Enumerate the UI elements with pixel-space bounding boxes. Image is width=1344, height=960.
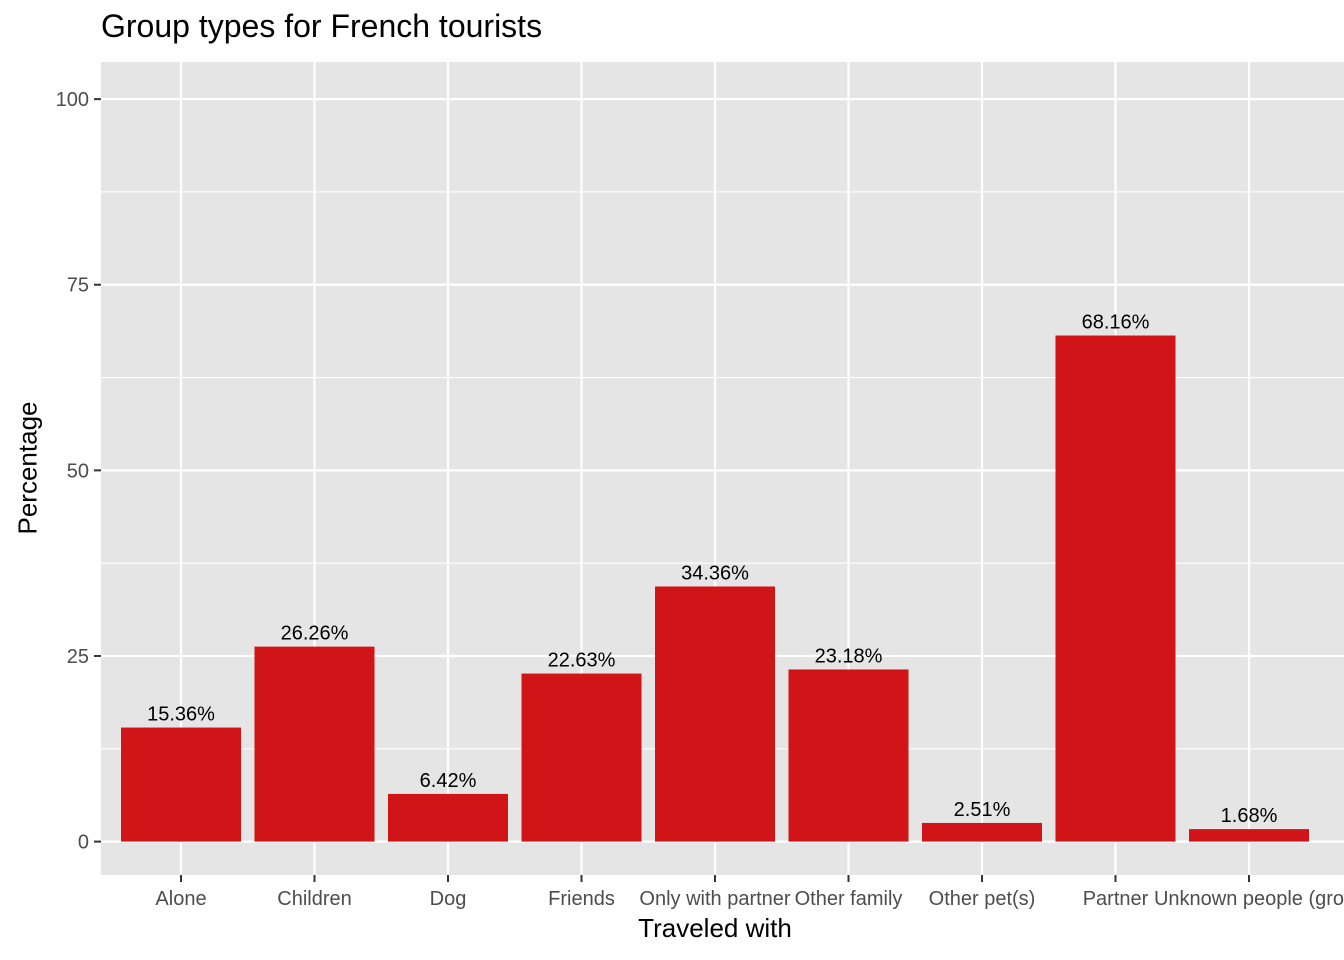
bar bbox=[922, 822, 1042, 842]
bar bbox=[121, 727, 241, 842]
bar bbox=[1189, 829, 1309, 842]
data-label: 26.26% bbox=[281, 623, 349, 645]
y-tick-label: 50 bbox=[67, 460, 89, 482]
y-tick-label: 75 bbox=[67, 275, 89, 297]
x-tick-label: Unknown people (gro bbox=[1154, 888, 1344, 910]
bar bbox=[788, 669, 909, 842]
x-tick-label: Friends bbox=[548, 888, 615, 910]
x-tick-label: Dog bbox=[430, 888, 467, 910]
bar bbox=[388, 793, 508, 842]
y-axis-title: Percentage bbox=[12, 401, 43, 535]
data-label: 15.36% bbox=[147, 704, 215, 726]
x-tick-label: Children bbox=[277, 888, 351, 910]
bar bbox=[655, 586, 775, 842]
x-tick-label: Other family bbox=[795, 888, 903, 910]
bar bbox=[254, 646, 375, 842]
x-tick-label: Partner bbox=[1083, 888, 1149, 910]
y-tick-label: 25 bbox=[67, 646, 89, 668]
data-label: 34.36% bbox=[681, 562, 749, 584]
x-tick-label: Alone bbox=[155, 888, 206, 910]
x-tick-label: Only with partner bbox=[639, 888, 791, 910]
bar bbox=[1055, 335, 1176, 842]
chart-title: Group types for French tourists bbox=[101, 8, 543, 44]
x-tick-label: Other pet(s) bbox=[929, 888, 1036, 910]
data-label: 6.42% bbox=[420, 770, 477, 792]
bar bbox=[521, 673, 642, 842]
y-tick-label: 0 bbox=[78, 832, 89, 854]
y-tick-label: 100 bbox=[56, 89, 89, 111]
data-label: 23.18% bbox=[815, 645, 883, 667]
data-label: 1.68% bbox=[1221, 805, 1278, 827]
data-label: 2.51% bbox=[954, 799, 1011, 821]
data-label: 68.16% bbox=[1082, 312, 1150, 334]
x-axis-title: Traveled with bbox=[638, 913, 792, 943]
data-label: 22.63% bbox=[548, 650, 616, 672]
